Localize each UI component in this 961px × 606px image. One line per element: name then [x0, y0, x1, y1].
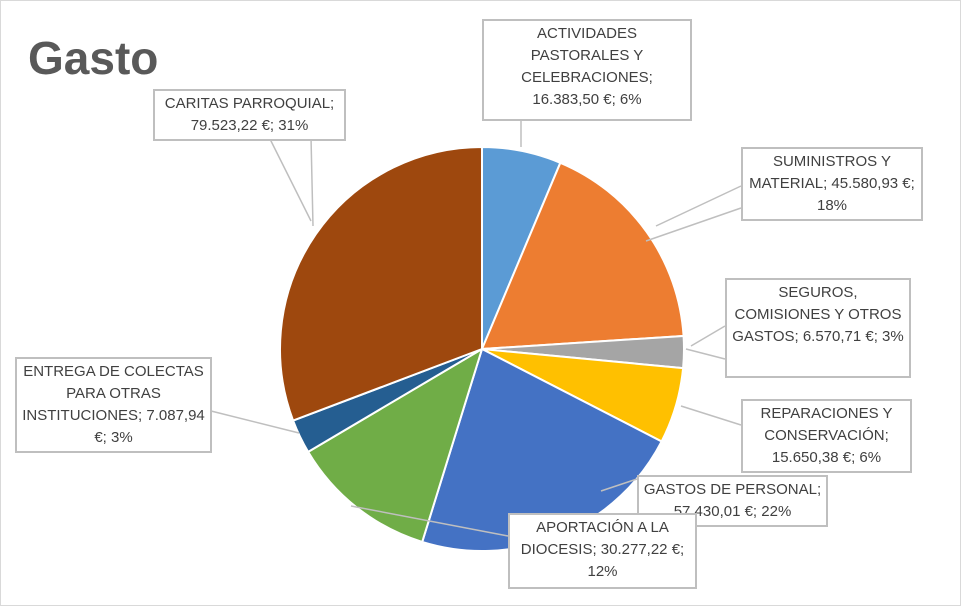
data-label: SEGUROS, COMISIONES Y OTROS GASTOS; 6.57… [725, 278, 911, 378]
data-label: APORTACIÓN A LA DIOCESIS; 30.277,22 €; 1… [508, 513, 697, 589]
leader-line [350, 505, 509, 537]
pie-slice [279, 145, 483, 422]
data-label: ACTIVIDADES PASTORALES Y CELEBRACIONES; … [482, 19, 692, 121]
leader-line [685, 325, 726, 360]
leader-line [210, 410, 300, 434]
data-label: REPARACIONES Y CONSERVACIÓN; 15.650,38 €… [741, 399, 912, 473]
leader-lines [210, 121, 742, 537]
chart-title: Gasto [28, 32, 159, 84]
data-label: ENTREGA DE COLECTAS PARA OTRAS INSTITUCI… [15, 357, 212, 453]
data-label: SUMINISTROS Y MATERIAL; 45.580,93 €; 18% [741, 147, 923, 221]
leader-line [680, 405, 742, 426]
data-label: CARITAS PARROQUIAL; 79.523,22 €; 31% [153, 89, 346, 141]
leader-line [268, 136, 314, 227]
pie-slice [480, 161, 685, 351]
leader-line [645, 185, 742, 242]
leader-line [600, 478, 638, 492]
